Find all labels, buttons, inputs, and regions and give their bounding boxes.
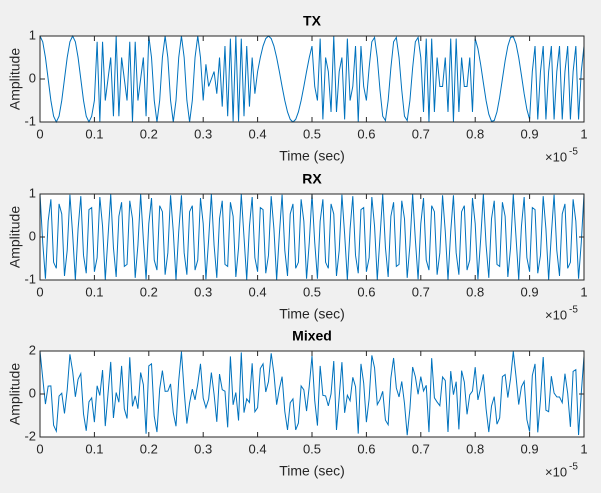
chart-title: Mixed (292, 328, 332, 344)
x-tick-label: 0.7 (412, 284, 430, 299)
x-tick-label: 1 (580, 284, 587, 299)
x-tick-label: 0.4 (249, 126, 267, 141)
x-tick-label: 0.8 (466, 284, 484, 299)
y-tick-label: -1 (24, 113, 36, 128)
y-tick-label: -2 (24, 428, 36, 443)
x-tick-label: 0.5 (303, 126, 321, 141)
y-axis-label: Amplitude (7, 206, 23, 268)
x-tick-label: 0.4 (249, 284, 267, 299)
x-tick-label: 0.4 (249, 441, 267, 456)
x-tick-label: 0.1 (85, 126, 103, 141)
y-tick-label: 0 (29, 70, 36, 85)
y-tick-label: 2 (29, 342, 36, 357)
y-axis-label: Amplitude (7, 363, 23, 425)
x-tick-label: 0 (36, 284, 43, 299)
x-multiplier-base: ×10 (545, 464, 567, 479)
x-axis-label: Time (sec) (279, 463, 345, 479)
x-tick-label: 0.3 (194, 284, 212, 299)
x-tick-label: 0 (36, 441, 43, 456)
x-tick-label: 0.1 (85, 284, 103, 299)
chart-title: TX (303, 13, 322, 29)
y-tick-label: 0 (29, 385, 36, 400)
x-multiplier-exponent: -5 (569, 305, 578, 316)
x-multiplier-base: ×10 (545, 307, 567, 322)
x-tick-label: 0.2 (140, 126, 158, 141)
x-tick-label: 0.2 (140, 441, 158, 456)
x-tick-label: 0.3 (194, 441, 212, 456)
x-tick-label: 0.9 (521, 126, 539, 141)
x-tick-label: 0.7 (412, 126, 430, 141)
x-tick-label: 0.6 (357, 284, 375, 299)
x-tick-label: 1 (580, 126, 587, 141)
x-tick-label: 0.9 (521, 441, 539, 456)
x-multiplier-base: ×10 (545, 149, 567, 164)
x-tick-label: 0.6 (357, 126, 375, 141)
x-tick-label: 0.2 (140, 284, 158, 299)
x-tick-label: 0 (36, 126, 43, 141)
y-tick-label: -1 (24, 271, 36, 286)
x-multiplier-exponent: -5 (569, 462, 578, 473)
y-tick-label: 1 (29, 27, 36, 42)
y-axis-label: Amplitude (7, 48, 23, 110)
x-tick-label: 0.6 (357, 441, 375, 456)
signal-line (39, 350, 585, 436)
x-axis-label: Time (sec) (279, 306, 345, 322)
x-tick-label: 0.1 (85, 441, 103, 456)
x-axis-label: Time (sec) (279, 148, 345, 164)
signal-line (39, 34, 585, 124)
chart-title: RX (302, 171, 322, 187)
x-tick-label: 0.8 (466, 441, 484, 456)
x-tick-label: 0.8 (466, 126, 484, 141)
y-tick-label: 0 (29, 228, 36, 243)
x-tick-label: 0.7 (412, 441, 430, 456)
x-tick-label: 0.9 (521, 284, 539, 299)
y-tick-label: 1 (29, 185, 36, 200)
x-tick-label: 0.5 (303, 284, 321, 299)
x-tick-label: 1 (580, 441, 587, 456)
x-tick-label: 0.5 (303, 441, 321, 456)
x-multiplier-exponent: -5 (569, 147, 578, 158)
x-tick-label: 0.3 (194, 126, 212, 141)
